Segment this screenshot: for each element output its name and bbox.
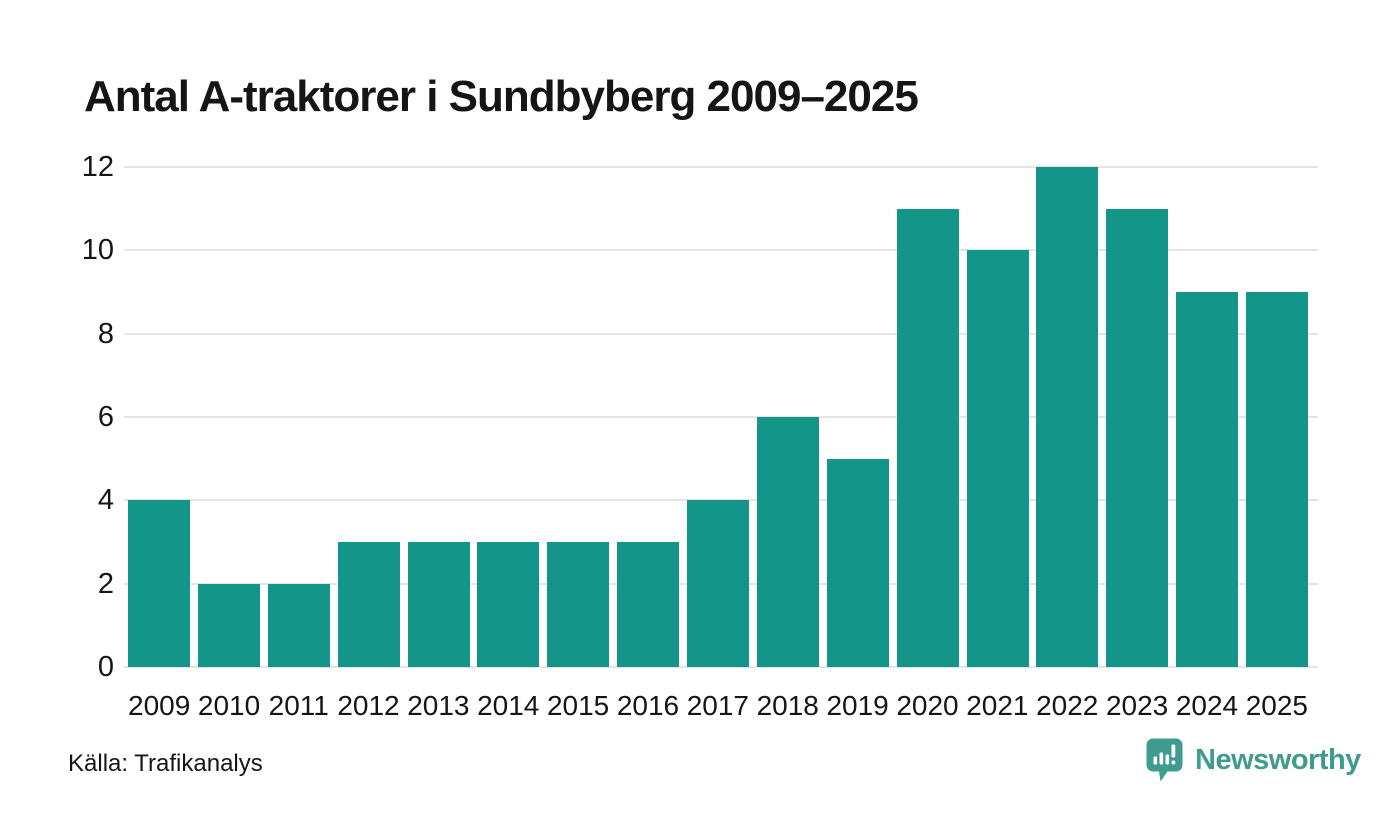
chart-title: Antal A-traktorer i Sundbyberg 2009–2025 [84,72,919,121]
y-tick-label-6: 6 [97,401,114,433]
bar-2017 [687,500,749,667]
bar-2015 [547,542,610,667]
bar-2024 [1176,292,1239,667]
bar-series [128,167,1308,667]
bar-2009 [128,500,190,667]
x-tick-label-2014: 2014 [477,690,540,721]
y-tick-label-2: 2 [97,567,114,600]
gridline-y-0 [124,666,1318,668]
x-axis-labels: 2009 2010 2011 2012 2013 2014 2015 2016 2017 2018… [128,692,1308,720]
x-tick-label-2010: 2010 [197,690,261,721]
source-note: Källa: Trafikanalys [68,750,263,777]
x-tick-label-2015: 2015 [546,690,610,721]
y-tick-label-12: 12 [81,151,114,183]
x-tick-label-2017: 2017 [686,690,749,721]
bar-2020 [896,208,959,667]
bar-2021 [966,250,1029,667]
x-tick-label-2019: 2019 [826,690,889,721]
bar-2019 [826,458,889,667]
bar-2023 [1106,208,1169,667]
x-tick-label-2018: 2018 [756,690,819,721]
x-tick-label-2013: 2013 [407,690,470,721]
bar-2013 [407,542,470,667]
x-tick-label-2023: 2023 [1105,690,1169,721]
x-tick-label-2021: 2021 [966,690,1029,721]
bar-2012 [337,542,400,667]
x-tick-label-2022: 2022 [1036,690,1099,721]
x-tick-label-2012: 2012 [337,690,400,721]
gridline-y-8 [124,332,1318,335]
brand-footer: Newsworthy [1146,738,1361,783]
y-tick-label-0: 0 [97,651,114,683]
newsworthy-logo-icon [1146,738,1183,783]
y-tick-label-8: 8 [97,317,114,350]
x-tick-label-2024: 2024 [1175,690,1239,721]
gridline-y-4 [124,499,1318,502]
bar-2022 [1036,167,1099,667]
x-tick-label-2009: 2009 [128,690,191,721]
x-tick-label-2025: 2025 [1245,690,1308,721]
y-tick-label-4: 4 [97,484,114,517]
gridline-y-10 [124,249,1318,252]
gridline-y-6 [124,416,1318,418]
bar-2014 [477,542,540,667]
bar-2011 [267,583,330,667]
x-tick-label-2011: 2011 [268,690,329,721]
bar-2025 [1246,292,1308,667]
bar-2010 [197,583,260,667]
x-tick-label-2016: 2016 [616,690,680,721]
x-tick-label-2020: 2020 [896,690,959,721]
bar-2016 [617,542,680,667]
y-tick-label-10: 10 [81,234,114,267]
brand-name: Newsworthy [1195,744,1361,776]
bar-2018 [756,417,819,667]
gridline-y-12 [124,166,1318,168]
